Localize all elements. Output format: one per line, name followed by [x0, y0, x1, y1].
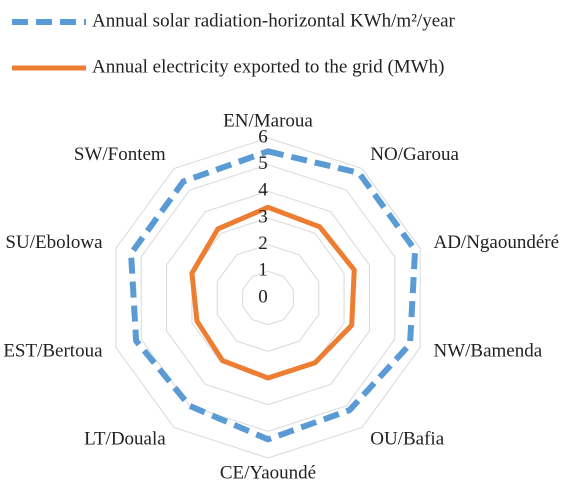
- category-label: NO/Garoua: [370, 144, 459, 165]
- radial-tick-label: 1: [258, 260, 268, 281]
- series-line: [189, 204, 357, 381]
- radial-tick-label: 5: [258, 153, 268, 174]
- radial-tick-label: 0: [258, 286, 268, 307]
- category-label: SU/Ebolowa: [5, 232, 103, 253]
- category-label: AD/Ngaoundéré: [433, 232, 559, 253]
- grid-ring: [140, 164, 396, 432]
- category-label: SW/Fontem: [74, 144, 166, 165]
- category-label: OU/Bafia: [370, 429, 444, 450]
- radial-tick-label: 2: [258, 233, 268, 254]
- grid-ring: [242, 270, 294, 326]
- grid-ring: [115, 137, 421, 459]
- radial-tick-label: 3: [258, 206, 268, 227]
- radial-tick-label: 6: [258, 126, 268, 147]
- category-label: EN/Maroua: [223, 110, 313, 131]
- category-label: LT/Douala: [84, 429, 166, 450]
- category-label: NW/Bamenda: [433, 341, 542, 362]
- category-label: EST/Bertoua: [3, 341, 103, 362]
- grid-ring: [216, 244, 320, 352]
- legend-label: Annual electricity exported to the grid …: [92, 56, 444, 77]
- series-line: [128, 148, 419, 443]
- grid-ring: [166, 190, 370, 406]
- category-label: CE/Yaoundé: [220, 462, 316, 483]
- radial-tick-label: 4: [258, 180, 268, 201]
- legend-label: Annual solar radiation-horizontal KWh/m²…: [92, 10, 456, 31]
